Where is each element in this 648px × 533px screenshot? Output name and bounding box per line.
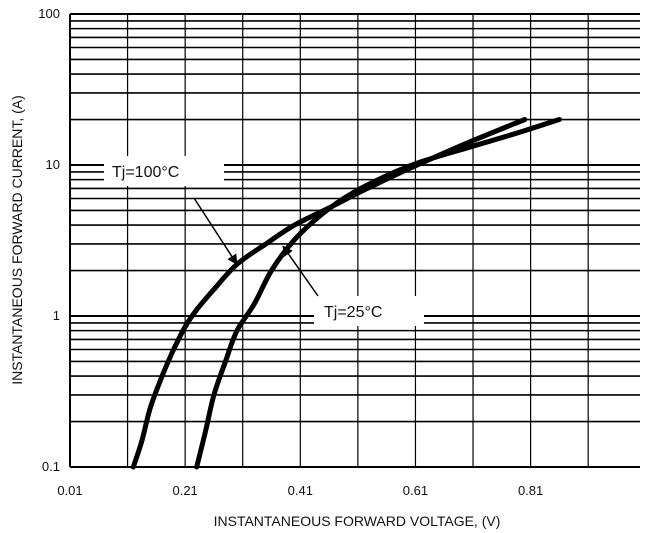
annotation-box [104,156,224,186]
tick-labels: 0.01 0.21 0.41 0.61 0.81 0.1 1 10 100 [38,6,543,498]
x-tick-label: 0.41 [288,483,313,498]
curves [130,117,562,470]
y-tick-label: 0.1 [42,459,60,474]
y-tick-label: 10 [46,157,60,172]
annotations: Tj=100°C Tj=25°C [104,156,424,326]
x-tick-label: 0.61 [403,483,428,498]
curve-tj-25c [194,117,562,470]
x-tick-label: 0.01 [57,483,82,498]
x-axis-label: INSTANTANEOUS FORWARD VOLTAGE, (V) [214,513,501,529]
annotation-arrow [193,197,238,266]
x-tick-label: 0.21 [172,483,197,498]
annotation-arrow [282,245,319,297]
y-axis-label: INSTANTANEOUS FORWARD CURRENT, (A) [9,95,25,385]
x-tick-label: 0.81 [518,483,543,498]
curve-tj-100c [130,117,528,470]
annotation-tj-25c: Tj=25°C [324,304,382,321]
annotation-tj-100c: Tj=100°C [112,164,179,181]
y-tick-label: 1 [53,308,60,323]
y-tick-label: 100 [38,6,60,21]
annotation-box [314,296,424,326]
grid [69,13,640,468]
